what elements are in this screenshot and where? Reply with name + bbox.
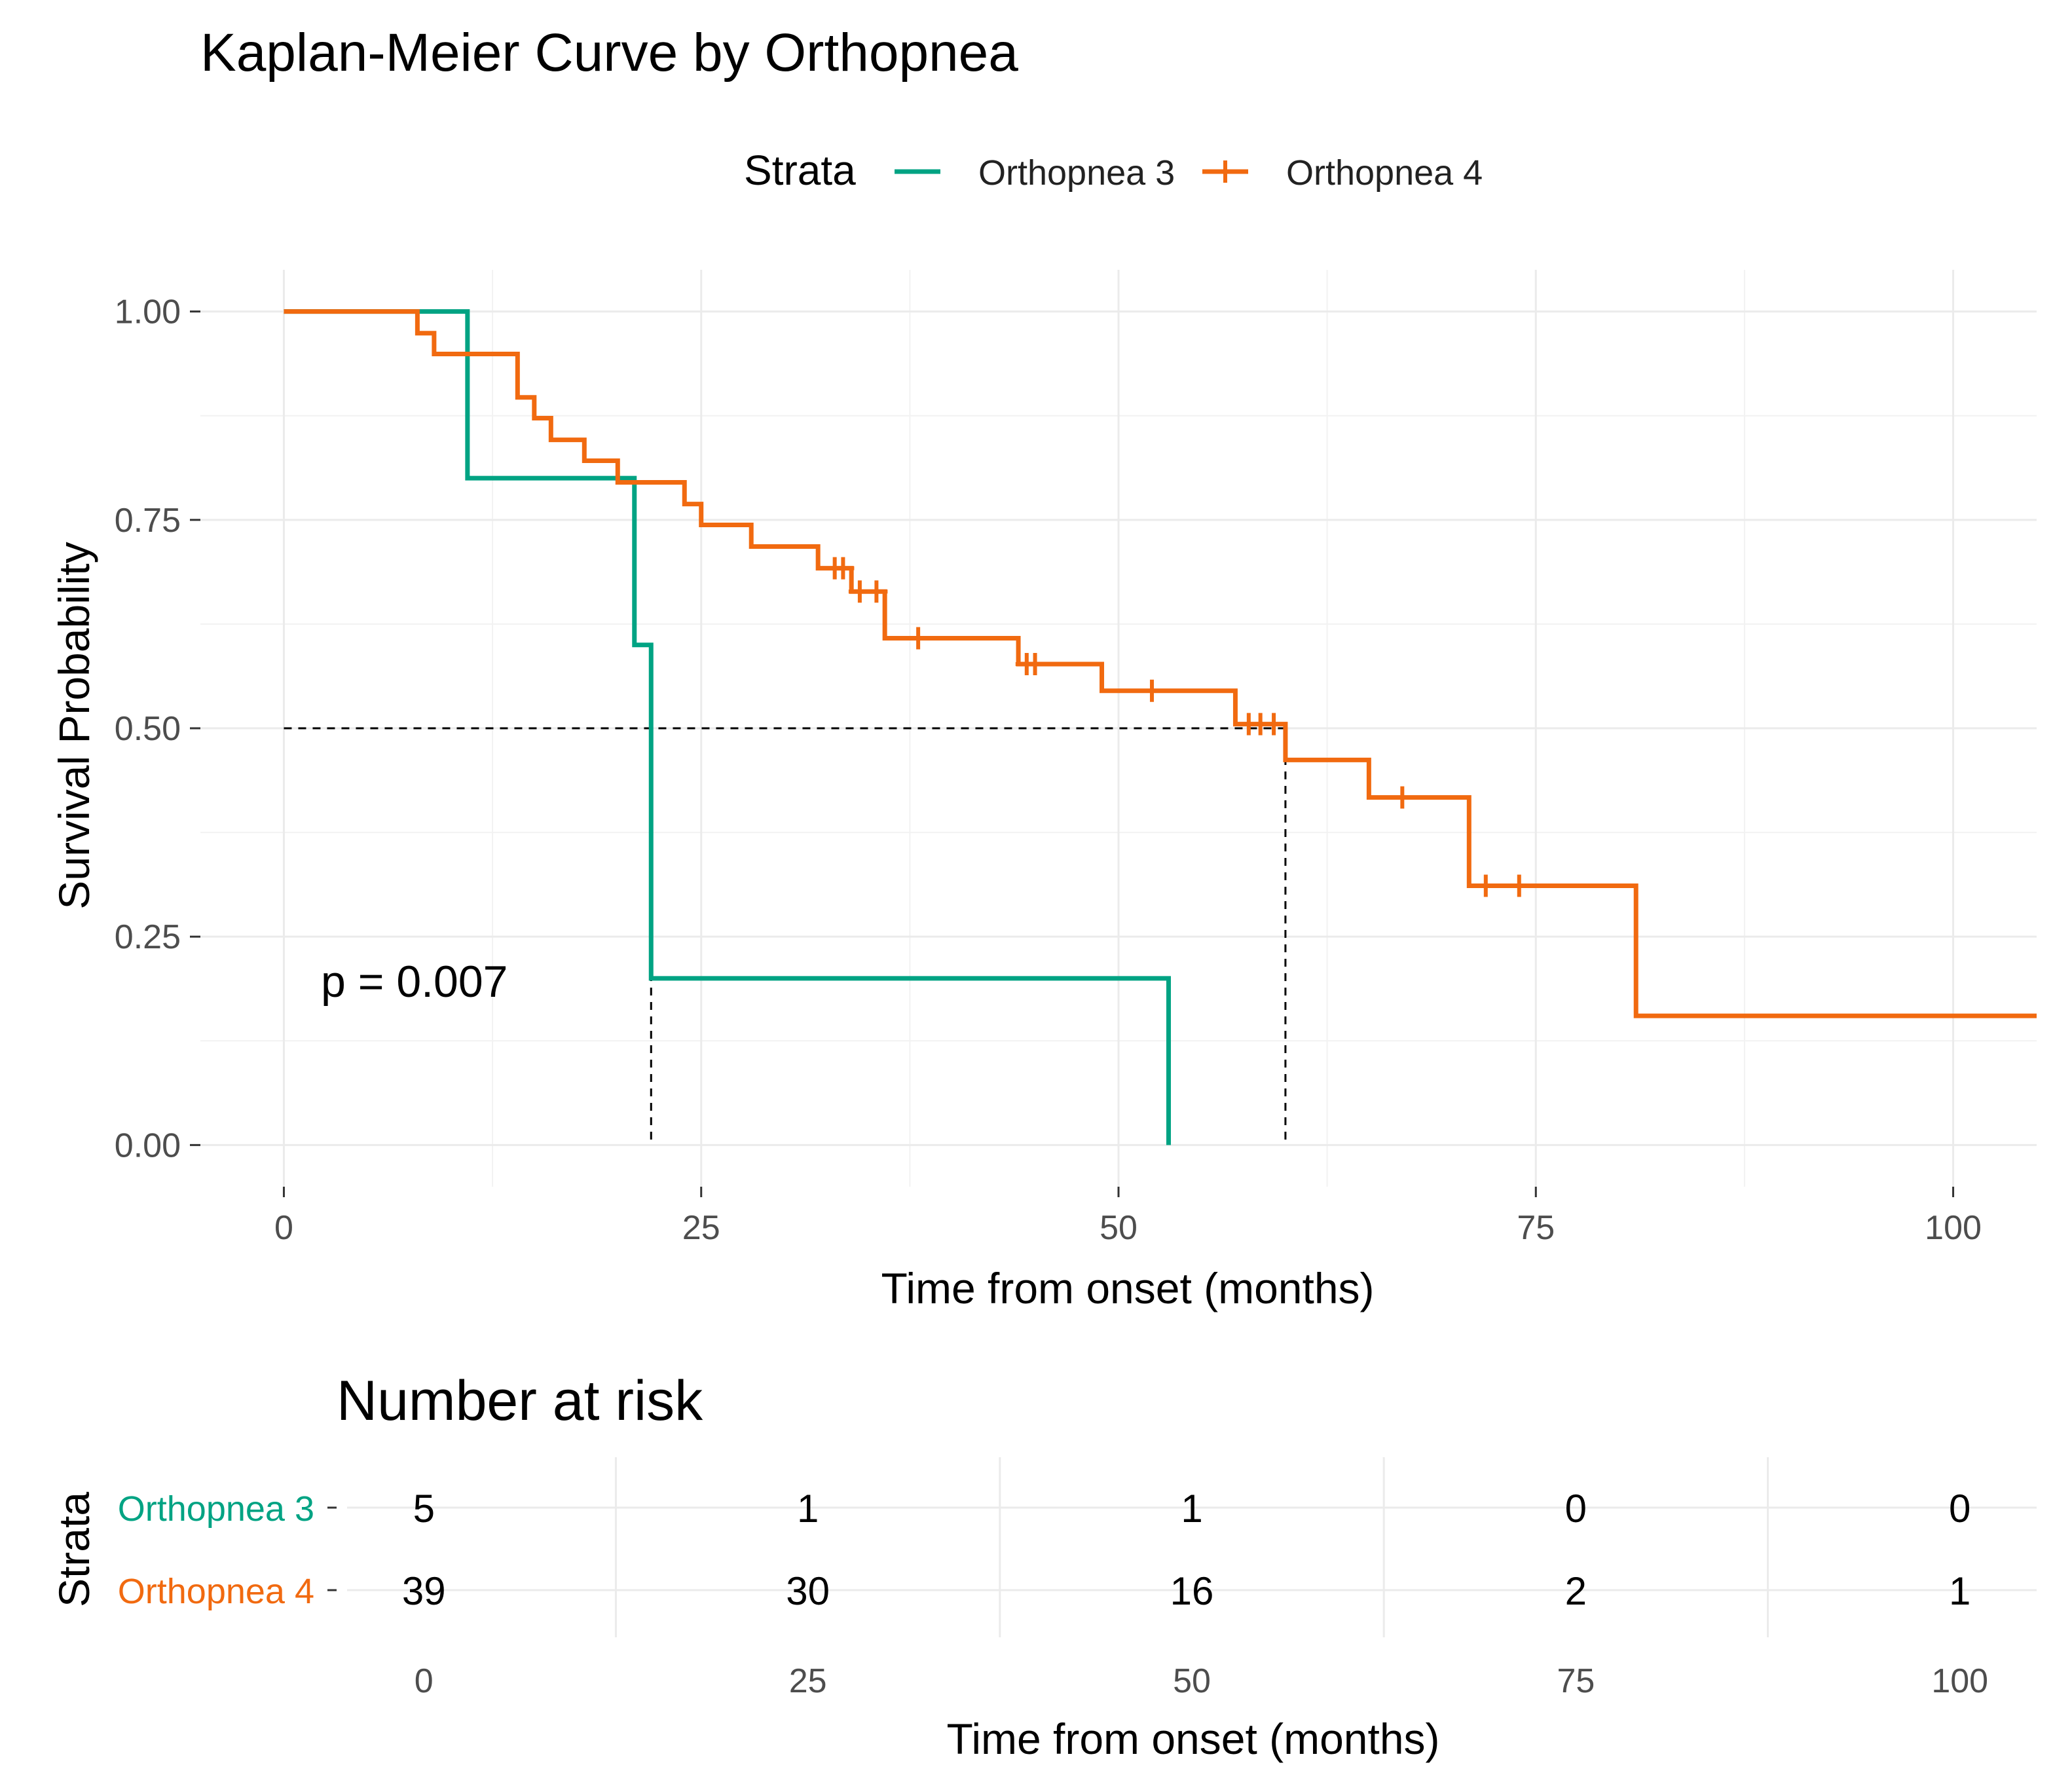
legend: Strata Orthopnea 3 Orthopnea 4 bbox=[744, 147, 1483, 194]
x-tick-label: 25 bbox=[682, 1209, 720, 1247]
risk-value: 0 bbox=[1949, 1487, 1970, 1531]
legend-title: Strata bbox=[744, 147, 856, 194]
risk-value: 16 bbox=[1170, 1569, 1214, 1613]
censor-mark bbox=[1508, 874, 1530, 897]
risk-value: 39 bbox=[402, 1569, 446, 1613]
risk-x-tick-label: 25 bbox=[789, 1662, 827, 1700]
survival-curve bbox=[284, 309, 2037, 1018]
x-axis-label: Time from onset (months) bbox=[881, 1264, 1374, 1312]
risk-value: 1 bbox=[1949, 1569, 1970, 1613]
p-value-annotation: p = 0.007 bbox=[321, 957, 508, 1007]
y-tick-label: 0.00 bbox=[115, 1126, 181, 1164]
risk-value: 30 bbox=[786, 1569, 830, 1613]
x-tick-label: 0 bbox=[274, 1209, 293, 1247]
survival-curve bbox=[284, 309, 1171, 1145]
risk-value: 1 bbox=[797, 1487, 819, 1531]
censor-mark bbox=[1474, 874, 1497, 897]
censor-mark bbox=[832, 557, 855, 580]
censor-mark bbox=[1024, 653, 1046, 675]
legend-label: Orthopnea 4 bbox=[1286, 153, 1483, 193]
censor-mark bbox=[1140, 679, 1163, 702]
risk-x-tick-label: 0 bbox=[415, 1662, 434, 1700]
x-tick-label: 100 bbox=[1925, 1209, 1982, 1247]
risk-row-label: Orthopnea 4 bbox=[118, 1572, 314, 1611]
censor-mark bbox=[1263, 713, 1286, 735]
risk-table-y-label: Strata bbox=[50, 1492, 98, 1607]
risk-value: 0 bbox=[1565, 1487, 1587, 1531]
censor-mark bbox=[1391, 786, 1414, 809]
legend-entry: Orthopnea 3 bbox=[895, 153, 1175, 193]
risk-value: 2 bbox=[1565, 1569, 1587, 1613]
risk-row-label: Orthopnea 3 bbox=[118, 1489, 314, 1529]
risk-table-title: Number at risk bbox=[337, 1369, 703, 1432]
plot-area: 0 25 50 75 100 0.00 0.25 0.50 0.75 1.00 bbox=[115, 270, 2037, 1247]
chart-title: Kaplan-Meier Curve by Orthopnea bbox=[200, 23, 1018, 83]
x-tick-label: 50 bbox=[1100, 1209, 1138, 1247]
legend-entry: Orthopnea 4 bbox=[1202, 153, 1483, 193]
risk-value: 5 bbox=[413, 1487, 435, 1531]
y-tick-label: 0.75 bbox=[115, 502, 181, 540]
risk-table-x-label: Time from onset (months) bbox=[946, 1715, 1439, 1763]
y-axis-label: Survival Probability bbox=[50, 542, 98, 909]
y-tick-label: 1.00 bbox=[115, 293, 181, 331]
y-tick-label: 0.50 bbox=[115, 710, 181, 748]
risk-x-tick-label: 100 bbox=[1931, 1662, 1988, 1700]
y-tick-label: 0.25 bbox=[115, 918, 181, 956]
censor-mark bbox=[865, 580, 888, 603]
risk-x-tick-label: 50 bbox=[1173, 1662, 1211, 1700]
legend-label: Orthopnea 3 bbox=[978, 153, 1175, 193]
x-tick-label: 75 bbox=[1517, 1209, 1555, 1247]
risk-value: 1 bbox=[1181, 1487, 1202, 1531]
censor-mark bbox=[907, 627, 930, 650]
risk-x-tick-label: 75 bbox=[1557, 1662, 1595, 1700]
